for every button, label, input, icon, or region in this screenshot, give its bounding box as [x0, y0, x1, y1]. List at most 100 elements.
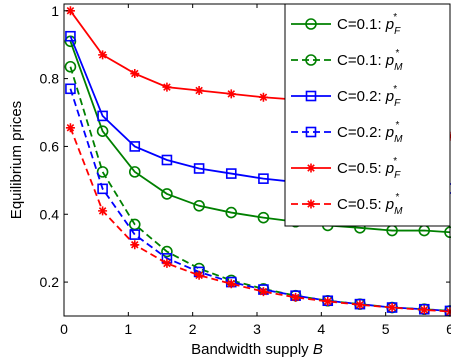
legend-label-var: p — [385, 52, 394, 69]
legend-label-superscript: * — [393, 12, 397, 23]
legend-label: C=0.5: pM * — [337, 192, 403, 217]
data-point — [162, 82, 172, 92]
legend-label-subscript: F — [394, 26, 401, 37]
legend-label-subscript: F — [394, 170, 401, 181]
data-point — [305, 90, 317, 102]
legend-label: C=0.2: pM * — [337, 120, 403, 145]
x-tick-label: 4 — [317, 321, 325, 337]
legend-label-prefix: C=0.2: — [337, 124, 386, 141]
legend-label: C=0.1: pM * — [337, 48, 403, 73]
data-point — [96, 125, 109, 137]
data-point — [129, 229, 141, 240]
data-point — [225, 168, 237, 179]
legend-entry: C=0.5: pF * — [291, 156, 401, 181]
x-tick-label: 5 — [382, 321, 390, 337]
data-point — [161, 188, 173, 200]
data-point — [355, 300, 365, 310]
legend-label-subscript: F — [394, 98, 401, 109]
legend-label-subscript: M — [394, 62, 403, 73]
y-tick-label: 1 — [51, 3, 59, 19]
legend-label-subscript: M — [394, 134, 403, 145]
legend-label-prefix: C=0.5: — [337, 160, 386, 177]
legend: C=0.1: pF*C=0.1: pM*C=0.2: pF*C=0.2: pM*… — [284, 3, 451, 227]
y-axis-label: Equilibrium prices — [8, 101, 25, 219]
data-point — [161, 245, 173, 258]
data-point — [226, 279, 236, 289]
x-axis-label-text: Bandwidth supply — [191, 341, 309, 358]
y-tick-label: 0.4 — [40, 206, 60, 222]
data-point — [96, 166, 109, 178]
x-tick-label: 2 — [189, 321, 197, 337]
data-point — [65, 6, 75, 16]
data-point — [306, 199, 316, 209]
y-tick-label: 0.2 — [40, 274, 60, 290]
data-point — [194, 270, 204, 280]
legend-entry: C=0.1: pM * — [291, 48, 403, 73]
data-point — [98, 206, 108, 216]
legend-label-superscript: * — [393, 84, 397, 95]
x-tick-label: 1 — [124, 321, 132, 337]
y-tick-label: 0.8 — [40, 71, 60, 87]
legend-label-var: p — [385, 16, 394, 33]
data-point — [258, 287, 268, 297]
data-point — [162, 258, 172, 268]
data-point — [161, 154, 173, 166]
data-point — [305, 54, 317, 66]
legend-label-var: p — [385, 196, 394, 213]
data-point — [419, 305, 429, 315]
legend-label-prefix: C=0.1: — [337, 52, 386, 69]
x-tick-label: 3 — [253, 321, 261, 337]
x-tick-label: 6 — [446, 321, 451, 337]
data-point — [387, 303, 397, 313]
legend-entry: C=0.5: pM * — [291, 192, 403, 217]
data-point — [194, 85, 204, 95]
data-point — [257, 211, 270, 224]
data-point — [130, 240, 140, 250]
data-point — [305, 18, 317, 30]
data-point — [65, 30, 76, 42]
data-point — [130, 69, 140, 79]
data-point — [128, 166, 141, 178]
data-point — [225, 206, 238, 219]
legend-entry: C=0.2: pM * — [291, 120, 403, 145]
data-point — [258, 173, 269, 184]
data-point — [305, 126, 317, 138]
data-point — [64, 60, 77, 73]
data-point — [97, 110, 108, 122]
legend-label-var: p — [385, 88, 394, 105]
legend-label-prefix: C=0.5: — [337, 196, 386, 213]
data-point — [306, 163, 316, 173]
data-point — [98, 50, 108, 60]
data-point — [129, 141, 141, 152]
data-point — [193, 199, 205, 212]
legend-label: C=0.2: pF * — [337, 84, 401, 109]
legend-label-superscript: * — [395, 120, 399, 131]
x-axis-label: Bandwidth supply B — [191, 341, 323, 358]
data-point — [65, 83, 76, 95]
x-axis-label-var: B — [313, 341, 323, 358]
legend-label: C=0.1: pF * — [337, 12, 401, 37]
legend-label-prefix: C=0.2: — [337, 88, 386, 105]
legend-label: C=0.5: pF * — [337, 156, 401, 181]
legend-label-superscript: * — [395, 48, 399, 59]
series-line — [69, 66, 451, 312]
x-tick-label: 0 — [60, 321, 68, 337]
data-point — [193, 163, 205, 174]
data-point — [258, 92, 268, 102]
data-point — [291, 292, 301, 302]
legend-box — [284, 3, 451, 227]
data-point — [323, 296, 333, 306]
legend-label-superscript: * — [393, 156, 397, 167]
data-point — [226, 89, 236, 99]
legend-label-subscript: M — [394, 206, 403, 217]
data-point — [65, 123, 75, 133]
legend-label-var: p — [385, 160, 394, 177]
data-point — [97, 183, 108, 195]
legend-label-var: p — [385, 124, 394, 141]
ticks-layer: 0 1 2 3 4 5 6 0.2 0.4 0.6 0.8 1 — [40, 3, 451, 337]
series-line — [69, 41, 451, 234]
legend-label-prefix: C=0.1: — [337, 16, 386, 33]
legend-entry: C=0.2: pF * — [291, 84, 401, 109]
legend-entry: C=0.1: pF * — [291, 12, 401, 37]
